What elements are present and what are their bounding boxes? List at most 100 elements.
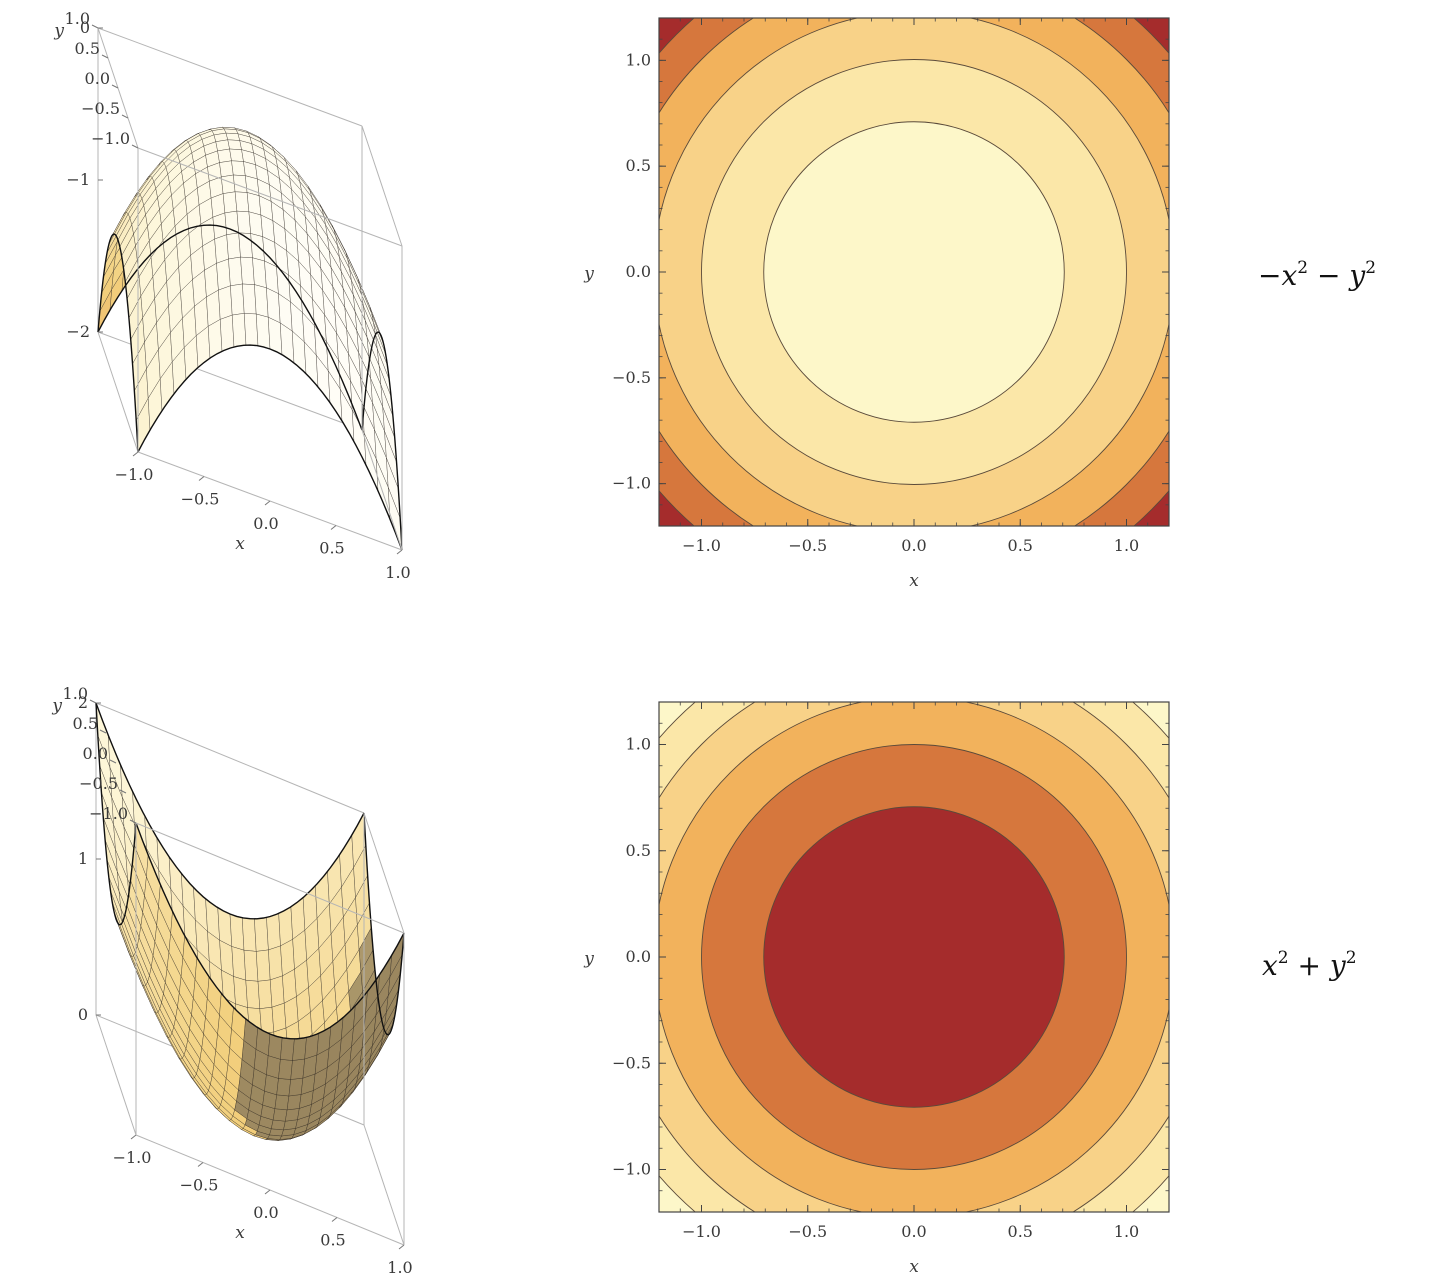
z-tick-label: −1 [66, 170, 90, 189]
x-tick-label: 0.0 [253, 1203, 278, 1222]
x-tick-label: 1.0 [1114, 536, 1139, 555]
box-edge-back [95, 1014, 137, 1136]
x-tick-label: −1.0 [115, 465, 154, 484]
x-tick-label: 1.0 [1114, 1222, 1139, 1241]
surface-patch [271, 1002, 287, 1033]
x-tick-label: 1.0 [385, 563, 410, 582]
surface-patch [269, 975, 285, 1008]
box-edge-front [361, 429, 403, 551]
surface-patch [228, 256, 243, 287]
surface-patch [254, 284, 269, 318]
surface-patch [214, 234, 229, 264]
y-tick-label: −0.5 [79, 774, 118, 793]
surface-patch [240, 256, 255, 285]
x-tick-label: −0.5 [788, 536, 827, 555]
y-tick-mark [121, 114, 129, 119]
y-tick-label: −0.5 [612, 1053, 651, 1072]
surface-patch [227, 139, 242, 150]
surface-patch [286, 1094, 302, 1111]
y-tick-label: 1.0 [626, 50, 651, 69]
surface-patch [285, 1108, 300, 1122]
surface-patch [248, 211, 263, 237]
y-tick-label: −1.0 [91, 129, 130, 148]
y-tick-label: 0.0 [85, 69, 110, 88]
z-tick-label: 0 [80, 18, 90, 37]
x-tick-mark [132, 451, 139, 457]
surface-patch [230, 283, 245, 316]
y-tick-mark [109, 759, 117, 764]
y-tick-label: 0.5 [75, 39, 100, 58]
formula-label-bottom: x2 + y2 [1262, 948, 1357, 982]
x-axis-label: x [235, 1223, 245, 1243]
box-edge-back [95, 702, 365, 814]
x-axis-label: x [909, 571, 919, 591]
box-edge-front [363, 812, 405, 934]
x-tick-label: 0.0 [901, 1222, 926, 1241]
surface-patch [219, 160, 234, 178]
surface-patch [231, 160, 246, 176]
y-axis-label: y [53, 21, 64, 41]
x-tick-label: −0.5 [181, 490, 220, 509]
x-tick-mark [331, 1217, 338, 1222]
x-tick-label: 0.5 [320, 1231, 345, 1250]
x-tick-mark [130, 1134, 137, 1140]
surface-patch [221, 174, 236, 194]
x-tick-label: −1.0 [682, 1222, 721, 1241]
surface-patch [229, 148, 244, 162]
contour-line [763, 121, 1065, 423]
y-tick-label: 0.5 [626, 841, 651, 860]
surface-patch [280, 1037, 295, 1061]
y-tick-label: −1.0 [612, 474, 651, 493]
x-tick-label: 0.5 [1008, 1222, 1033, 1241]
surface-patch [276, 1078, 291, 1097]
box-edge-front [361, 125, 403, 247]
y-tick-label: 0.5 [626, 156, 651, 175]
surface-patch [254, 917, 269, 952]
surface-boundary [95, 702, 137, 926]
surface-patch [236, 210, 251, 234]
surface-patch [231, 313, 247, 348]
x-tick-label: 0.5 [319, 539, 344, 558]
y-tick-label: 1.0 [626, 735, 651, 754]
surface-patch [272, 1108, 288, 1122]
surface-patch [216, 258, 231, 291]
box-edge-front [135, 822, 405, 934]
surface-patch [231, 946, 247, 981]
formula-label-top: −x2 − y2 [1258, 258, 1376, 292]
y-tick-label: 0.0 [626, 947, 651, 966]
x-tick-mark [264, 1189, 271, 1195]
z-tick-label: −2 [66, 322, 90, 341]
surface-patch [274, 1094, 290, 1111]
y-tick-label: −1.0 [612, 1160, 651, 1179]
surface-patch [292, 1037, 307, 1061]
x-tick-label: 1.0 [387, 1258, 412, 1277]
contour-plot-top: −1.0 −0.5 0.0 0.5 1.0 x −1.0 −0.5 0.0 0.5 1.0 y [583, 17, 1170, 591]
y-tick-mark [99, 729, 107, 734]
z-tick-label: 0 [78, 1005, 88, 1024]
x-tick-label: −1.0 [682, 536, 721, 555]
y-tick-label: 0.0 [83, 744, 108, 763]
y-tick-mark [129, 819, 137, 824]
surface-patch [255, 313, 271, 350]
surface-patch [225, 132, 241, 141]
surface-patch [250, 233, 265, 262]
surface-patch [218, 285, 233, 320]
surface-patch [271, 1119, 286, 1131]
x-axis-label: x [235, 534, 245, 554]
surface-patch [278, 1059, 293, 1080]
surface-patch [246, 192, 262, 216]
y-tick-mark [89, 699, 97, 704]
x-tick-mark [264, 500, 271, 506]
y-tick-label: 1.0 [63, 684, 88, 703]
surface-patch [222, 191, 238, 214]
y-axis-label: y [51, 696, 62, 716]
surface-boundary [361, 331, 403, 551]
y-tick-label: −0.5 [612, 368, 651, 387]
y-tick-mark [131, 144, 139, 149]
y-tick-label: 1.0 [65, 9, 90, 28]
x-tick-label: −0.5 [180, 1176, 219, 1195]
contour-plot-bottom: −1.0 −0.5 0.0 0.5 1.0 x −1.0 −0.5 0.0 0.5 1.0 y [583, 701, 1170, 1277]
surface-patch [229, 913, 245, 951]
surface-patch [243, 313, 259, 347]
